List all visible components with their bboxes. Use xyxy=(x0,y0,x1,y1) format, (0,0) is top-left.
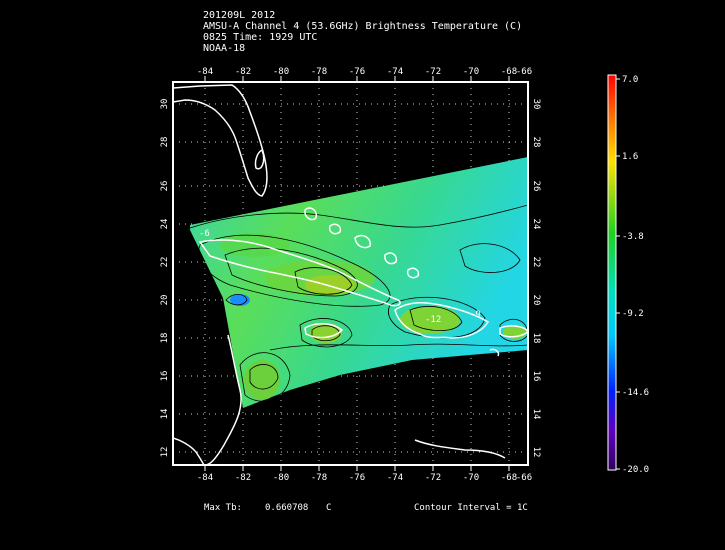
lon-tick: -70 xyxy=(463,67,479,77)
header-time: 0825 Time: 1929 UTC xyxy=(203,32,318,43)
map-header: 201209L 2012 AMSU-A Channel 4 (53.6GHz) B… xyxy=(203,10,522,54)
lat-tick: 26 xyxy=(531,181,541,192)
header-storm-id: 201209L 2012 xyxy=(203,10,276,21)
lon-tick: -78 xyxy=(311,67,327,77)
colorbar-labels: 7.0 1.6 -3.8 -9.2 -14.6 -20.0 xyxy=(622,75,649,475)
lon-tick: -66 xyxy=(516,473,532,483)
colorbar-label: 1.6 xyxy=(622,152,638,162)
lon-tick: -72 xyxy=(425,67,441,77)
lon-tick: -80 xyxy=(273,67,289,77)
colorbar-label: -20.0 xyxy=(622,465,649,475)
lat-labels-left: 30 28 26 24 22 20 18 16 14 12 xyxy=(160,99,170,458)
lon-labels-top: -84 -82 -80 -78 -76 -74 -72 -70 -68 -66 xyxy=(197,67,532,77)
lat-tick: 18 xyxy=(531,333,541,344)
lat-tick: 28 xyxy=(531,137,541,148)
lat-tick: 30 xyxy=(531,99,541,110)
plot-frame xyxy=(172,81,529,466)
lon-tick: -74 xyxy=(387,473,403,483)
lat-tick: 20 xyxy=(531,295,541,306)
header-satellite: NOAA-18 xyxy=(203,43,246,54)
lat-tick: 12 xyxy=(160,447,170,458)
lat-tick: 14 xyxy=(160,409,170,420)
lat-tick: 20 xyxy=(160,295,170,306)
max-tb-unit: C xyxy=(326,503,332,513)
lon-tick: -68 xyxy=(501,473,517,483)
coastlines xyxy=(173,84,528,465)
header-title: AMSU-A Channel 4 (53.6GHz) Brightness Te… xyxy=(203,21,523,32)
lon-labels-bottom: -84 -82 -80 -78 -76 -74 -72 -70 -68 -66 xyxy=(197,473,532,483)
lat-tick: 28 xyxy=(160,137,170,148)
lon-tick: -70 xyxy=(463,473,479,483)
lat-tick: 24 xyxy=(531,219,541,230)
lat-tick: 12 xyxy=(531,447,541,458)
lon-tick: -72 xyxy=(425,473,441,483)
contour-interval: Contour Interval = 1C xyxy=(414,503,528,513)
lat-tick: 16 xyxy=(531,371,541,382)
lon-tick: -84 xyxy=(197,67,213,77)
contour-label: -9 xyxy=(470,310,481,320)
lon-tick: -84 xyxy=(197,473,213,483)
lon-tick: -68 xyxy=(501,67,517,77)
contour-label: -12 xyxy=(425,315,441,325)
colorbar xyxy=(607,74,617,471)
lon-tick: -76 xyxy=(349,67,365,77)
colorbar-label: -14.6 xyxy=(622,388,649,398)
colorbar-ticks xyxy=(616,78,620,470)
lat-tick: 24 xyxy=(160,219,170,230)
colorbar-label: -9.2 xyxy=(622,309,644,319)
lon-tick: -82 xyxy=(235,473,251,483)
lat-tick: 22 xyxy=(531,257,541,268)
lon-tick: -66 xyxy=(516,67,532,77)
contour-lines xyxy=(189,204,528,402)
contour-value-labels: -6 -9 -12 xyxy=(199,229,481,325)
lat-labels-right: 30 28 26 24 22 20 18 16 14 12 xyxy=(531,99,541,458)
lat-tick: 16 xyxy=(160,371,170,382)
lat-tick: 18 xyxy=(160,333,170,344)
lon-tick: -82 xyxy=(235,67,251,77)
lat-tick: 14 xyxy=(531,409,541,420)
lon-tick: -78 xyxy=(311,473,327,483)
tick-marks xyxy=(204,76,510,471)
colorbar-label: 7.0 xyxy=(622,75,638,85)
lat-tick: 30 xyxy=(160,99,170,110)
colorbar-label: -3.8 xyxy=(622,232,644,242)
contour-label: -6 xyxy=(199,229,210,239)
max-tb-value: 0.660708 xyxy=(265,503,309,513)
lon-tick: -74 xyxy=(387,67,403,77)
lon-tick: -80 xyxy=(273,473,289,483)
max-tb-label: Max Tb: xyxy=(204,503,242,513)
lon-tick: -76 xyxy=(349,473,365,483)
lat-tick: 26 xyxy=(160,181,170,192)
lat-tick: 22 xyxy=(160,257,170,268)
